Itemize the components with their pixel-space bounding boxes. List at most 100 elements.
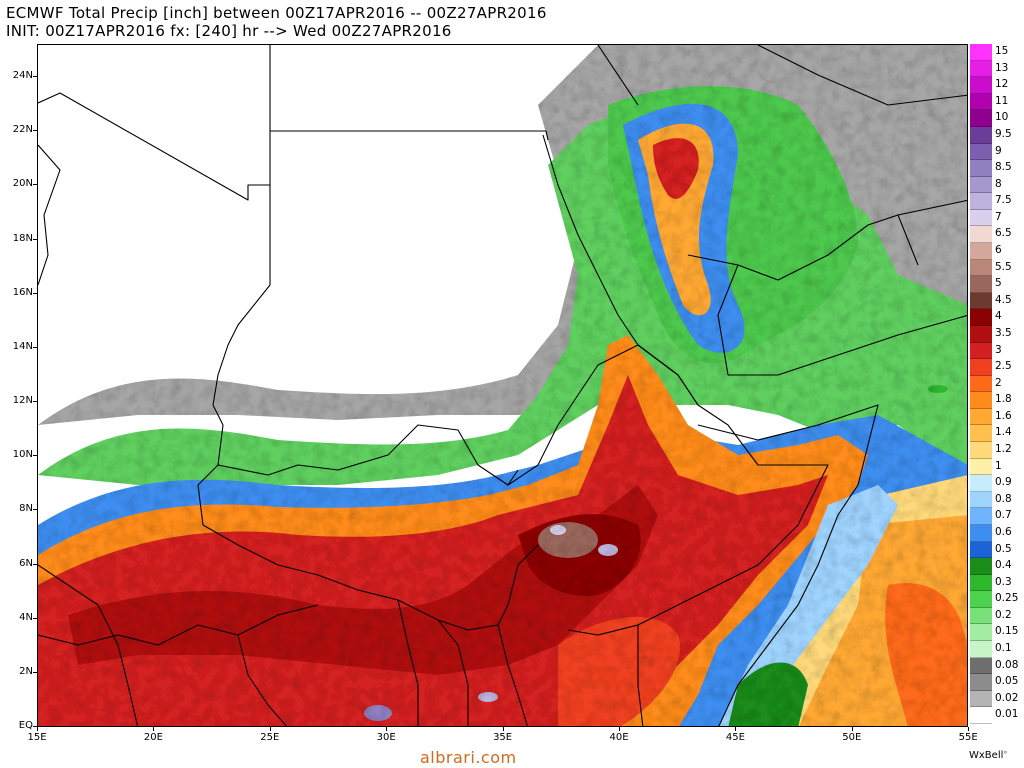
lat-tick [33, 346, 37, 348]
colorbar-entry: 4.5 [968, 292, 1024, 310]
colorbar-swatch [970, 558, 992, 575]
map-title: ECMWF Total Precip [inch] between 00Z17A… [6, 4, 547, 22]
lat-label: 16N [12, 286, 33, 298]
wxbell-dot-icon: ° [1003, 750, 1008, 759]
colorbar-entry: 0.1 [968, 641, 1024, 658]
colorbar-swatch [970, 591, 992, 608]
colorbar-swatch [970, 259, 992, 277]
lon-tick [502, 727, 504, 731]
colorbar-label: 0.02 [995, 691, 1019, 704]
colorbar-label: 5.5 [995, 260, 1012, 273]
colorbar-entry: 5 [968, 276, 1024, 293]
lat-tick [33, 455, 37, 457]
colorbar-swatch [970, 641, 992, 658]
lat-label: 22N [12, 124, 33, 136]
colorbar-entry: 11 [968, 93, 1024, 111]
colorbar-label: 0.01 [995, 708, 1019, 721]
colorbar-entry: 8.5 [968, 160, 1024, 177]
lat-label: 20N [12, 178, 33, 190]
colorbar-label: 3 [995, 343, 1002, 356]
lon-tick [386, 727, 388, 731]
colorbar-label: 5 [995, 277, 1002, 290]
colorbar-swatch [970, 408, 992, 426]
colorbar-label: 0.25 [995, 592, 1019, 605]
colorbar-entry: 6 [968, 243, 1024, 260]
colorbar-label: 2.5 [995, 360, 1012, 373]
colorbar-swatch [970, 309, 992, 326]
colorbar-entry: 0.01 [968, 707, 1024, 724]
wxbell-text: WxBell [969, 750, 1004, 761]
colorbar-swatch [970, 508, 992, 525]
lat-tick [33, 130, 37, 132]
colorbar-swatch [970, 607, 992, 625]
colorbar-label: 10 [995, 111, 1009, 124]
colorbar-swatch [970, 243, 992, 260]
lat-tick [33, 726, 37, 728]
lon-tick [851, 727, 853, 731]
colorbar-entry: 5.5 [968, 259, 1024, 277]
lon-tick [37, 727, 38, 731]
lat-label: 8N [19, 503, 33, 515]
colorbar-label: 1.2 [995, 443, 1012, 456]
colorbar-entry: 1.4 [968, 425, 1024, 443]
lat-label: 2N [19, 665, 33, 677]
colorbar-swatch [970, 458, 992, 476]
colorbar-label: 1.8 [995, 393, 1012, 406]
colorbar-label: 0.7 [995, 509, 1012, 522]
lat-label: 4N [19, 611, 33, 623]
lat-tick [33, 238, 37, 240]
colorbar-label: 11 [995, 94, 1009, 107]
colorbar-label: 1.6 [995, 409, 1012, 422]
precip-map [37, 44, 968, 727]
lon-label: 50E [842, 732, 862, 743]
colorbar-label: 0.3 [995, 575, 1012, 588]
wxbell-logo: WxBell° [969, 750, 1007, 761]
colorbar-label: 0.08 [995, 658, 1019, 671]
colorbar-entry: 0.2 [968, 607, 1024, 625]
colorbar-swatch [970, 657, 992, 675]
lat-tick [33, 401, 37, 403]
colorbar-swatch [970, 442, 992, 459]
colorbar-label: 4 [995, 310, 1002, 323]
colorbar-entry: 0.8 [968, 491, 1024, 509]
colorbar-label: 1.4 [995, 426, 1012, 439]
colorbar-swatch [970, 541, 992, 559]
lon-tick [968, 727, 970, 731]
colorbar-swatch [970, 77, 992, 94]
lon-label: 25E [260, 732, 280, 743]
colorbar-entry: 0.4 [968, 558, 1024, 575]
colorbar-swatch [970, 475, 992, 492]
colorbar-entry: 6.5 [968, 226, 1024, 244]
colorbar-label: 6.5 [995, 227, 1012, 240]
colorbar-swatch [970, 276, 992, 293]
country-borders [38, 45, 967, 726]
colorbar-label: 0.9 [995, 476, 1012, 489]
colorbar-label: 2 [995, 376, 1002, 389]
lat-tick [33, 617, 37, 619]
colorbar-swatch [970, 392, 992, 409]
precip-map-canvas [38, 45, 967, 726]
colorbar-label: 0.15 [995, 625, 1019, 638]
lat-label: 12N [12, 395, 33, 407]
colorbar-entry: 0.3 [968, 574, 1024, 592]
lon-tick [153, 727, 155, 731]
colorbar-label: 9 [995, 144, 1002, 157]
colorbar-swatch [970, 143, 992, 161]
colorbar-swatch [970, 574, 992, 592]
colorbar-swatch [970, 342, 992, 360]
lat-label: 18N [12, 232, 33, 244]
colorbar-swatch [970, 707, 992, 724]
colorbar-swatch [970, 209, 992, 227]
precip-field [38, 45, 967, 726]
lon-label: 45E [725, 732, 745, 743]
colorbar-entry: 1.8 [968, 392, 1024, 409]
colorbar-entry: 8 [968, 176, 1024, 194]
lat-tick [33, 292, 37, 294]
colorbar-swatch [970, 226, 992, 244]
colorbar-swatch [970, 60, 992, 78]
colorbar-swatch [970, 674, 992, 691]
lat-label: 6N [19, 557, 33, 569]
lat-label: 10N [12, 449, 33, 461]
colorbar-swatch [970, 425, 992, 443]
colorbar-entry: 7.5 [968, 193, 1024, 210]
